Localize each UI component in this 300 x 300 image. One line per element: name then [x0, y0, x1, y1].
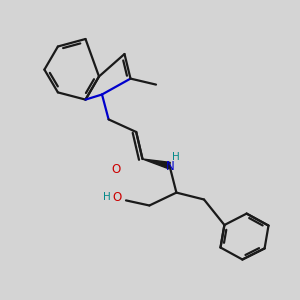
Text: N: N: [166, 160, 175, 173]
Text: H: H: [172, 152, 180, 162]
Text: O: O: [112, 163, 121, 176]
Polygon shape: [142, 159, 170, 169]
Text: H: H: [103, 192, 110, 203]
Text: O: O: [112, 191, 122, 204]
